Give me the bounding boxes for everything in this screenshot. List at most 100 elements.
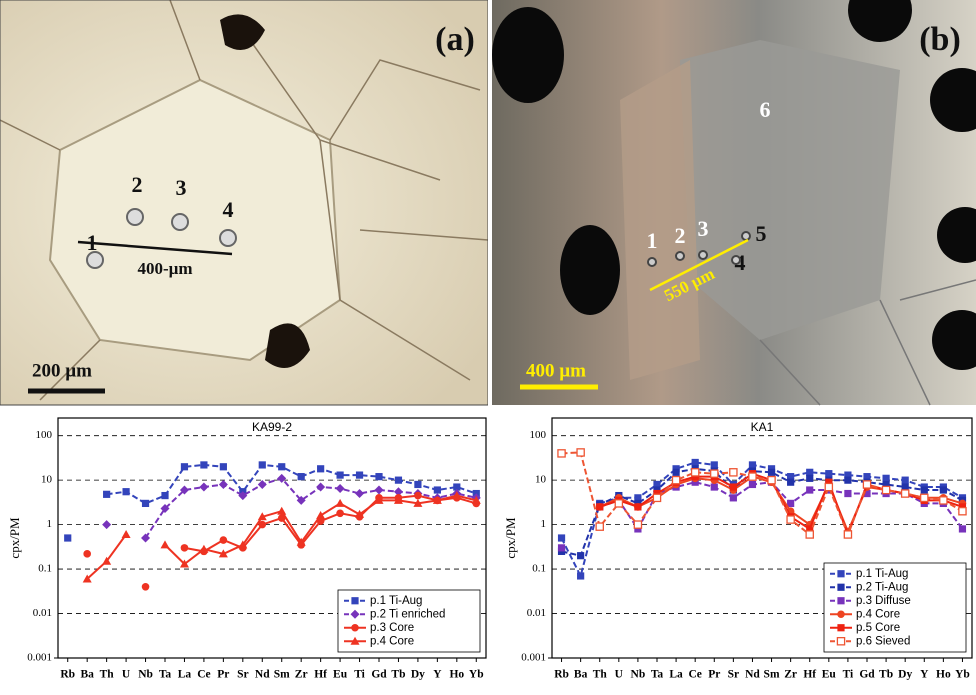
- x-tick-label: Ba: [80, 669, 94, 681]
- x-tick-label: U: [615, 669, 624, 681]
- marker: [882, 486, 889, 493]
- x-tick-label: Yb: [955, 669, 970, 681]
- x-tick-label: Ti: [354, 669, 365, 681]
- marker: [558, 544, 565, 551]
- marker: [142, 583, 150, 591]
- marker: [634, 503, 641, 510]
- x-tick-label: Nd: [255, 669, 270, 681]
- marker: [200, 461, 207, 468]
- marker: [837, 638, 844, 645]
- marker: [351, 624, 359, 632]
- marker: [730, 494, 737, 501]
- x-tick-label: Nb: [631, 669, 646, 681]
- marker: [837, 584, 844, 591]
- marker: [336, 471, 343, 478]
- marker: [730, 469, 737, 476]
- marker: [806, 531, 813, 538]
- marker: [837, 624, 844, 631]
- y-axis-label: cpx/PM: [7, 517, 22, 559]
- chart: 0.0010.010.1110100RbBaThUNbTaLaCePrSrNdS…: [7, 418, 486, 681]
- x-tick-label: Zr: [784, 669, 797, 681]
- x-tick-label: Sm: [764, 669, 780, 681]
- x-tick-label: Sm: [274, 669, 290, 681]
- x-tick-label: Dy: [898, 669, 912, 681]
- marker: [749, 473, 756, 480]
- marker: [806, 486, 813, 493]
- marker: [837, 597, 844, 604]
- marker: [596, 503, 603, 510]
- marker: [317, 465, 324, 472]
- marker: [634, 521, 641, 528]
- marker: [653, 494, 660, 501]
- y-tick-label: 0.01: [33, 607, 52, 619]
- point-label: 2: [132, 172, 143, 197]
- x-tick-label: Eu: [822, 669, 837, 681]
- marker: [711, 461, 718, 468]
- marker: [596, 523, 603, 530]
- x-tick-label: Gd: [371, 669, 387, 681]
- point-label: 1: [647, 228, 658, 253]
- marker: [902, 477, 909, 484]
- marker: [615, 500, 622, 507]
- marker: [711, 483, 718, 490]
- x-tick-label: Sr: [728, 669, 740, 681]
- marker: [749, 461, 756, 468]
- marker: [844, 477, 851, 484]
- chart-title: KA99-2: [252, 420, 292, 434]
- x-tick-label: Pr: [217, 669, 229, 681]
- point-label: 3: [176, 175, 187, 200]
- marker: [356, 471, 363, 478]
- marker: [863, 481, 870, 488]
- chart: 0.0010.010.1110100RbBaThUNbTaLaCePrSrNdS…: [503, 418, 972, 681]
- panel-label: (b): [919, 21, 961, 58]
- legend-label: p.3 Core: [370, 622, 414, 634]
- photo-b: [492, 0, 976, 405]
- marker: [825, 483, 832, 490]
- marker: [414, 481, 421, 488]
- marker: [902, 490, 909, 497]
- marker: [577, 572, 584, 579]
- profile-length: 400-µm: [137, 259, 192, 278]
- marker: [711, 470, 718, 477]
- point-label: 4: [223, 197, 234, 222]
- x-tick-label: Dy: [411, 669, 425, 681]
- y-axis-label: cpx/PM: [503, 517, 518, 559]
- legend-label: p.6 Sieved: [856, 635, 910, 647]
- marker: [278, 463, 285, 470]
- x-tick-label: Ta: [651, 669, 664, 681]
- marker: [787, 516, 794, 523]
- x-tick-label: Zr: [295, 669, 308, 681]
- x-tick-label: Hf: [803, 669, 816, 681]
- marker: [375, 473, 382, 480]
- marker: [692, 459, 699, 466]
- marker: [959, 508, 966, 515]
- marker: [103, 491, 110, 498]
- marker: [181, 463, 188, 470]
- marker: [395, 477, 402, 484]
- marker: [768, 469, 775, 476]
- y-tick-label: 1: [541, 518, 547, 530]
- scale-bar-label: 400 µm: [526, 360, 586, 381]
- x-tick-label: Yb: [469, 669, 484, 681]
- zone-label: 6: [760, 97, 771, 122]
- x-tick-label: Ho: [936, 669, 951, 681]
- x-tick-label: Tb: [391, 669, 405, 681]
- y-tick-label: 0.01: [527, 607, 546, 619]
- marker: [825, 470, 832, 477]
- marker: [787, 479, 794, 486]
- marker: [558, 534, 565, 541]
- marker: [837, 570, 844, 577]
- marker: [882, 475, 889, 482]
- marker: [351, 597, 358, 604]
- marker: [921, 494, 928, 501]
- x-tick-label: Ce: [688, 669, 701, 681]
- marker: [220, 536, 228, 544]
- marker: [940, 486, 947, 493]
- marker: [181, 544, 189, 552]
- marker: [577, 449, 584, 456]
- x-tick-label: Ho: [449, 669, 464, 681]
- marker: [64, 534, 71, 541]
- x-tick-label: Ti: [843, 669, 854, 681]
- x-tick-label: Eu: [333, 669, 348, 681]
- figure: (a) 1 2 3 4 400-µm 200 µm (b) 6 1 2 3 4 …: [0, 0, 976, 695]
